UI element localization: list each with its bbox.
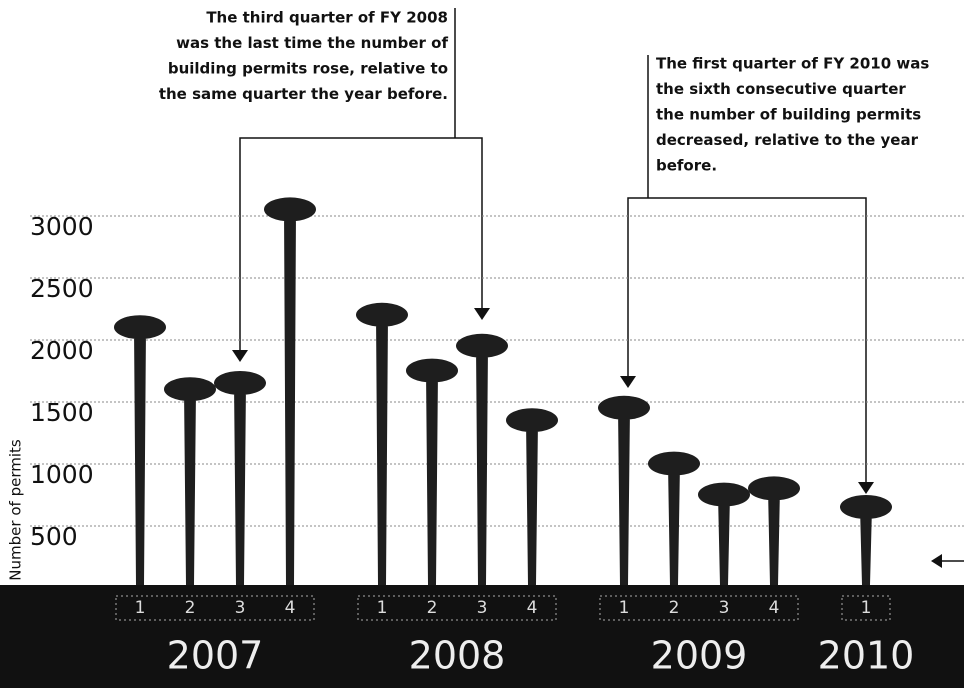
y-axis-label: Number of permits: [7, 439, 25, 581]
nail-bar: [840, 495, 892, 585]
year-label: 2009: [651, 634, 748, 678]
arrowheads: [232, 308, 942, 568]
x-tick-label: 2: [185, 598, 196, 618]
year-label: 2007: [167, 634, 264, 678]
x-tick-label: 3: [719, 598, 730, 618]
annotation: decreased, relative to the year: [656, 131, 919, 149]
x-tick-label: 3: [235, 598, 246, 618]
nail-bar: [356, 303, 408, 585]
nail-bar: [648, 452, 700, 585]
nail-bar: [114, 315, 166, 585]
chart: Number of permits 5001000150020002500300…: [0, 0, 964, 688]
x-tick-label: 1: [861, 598, 872, 618]
annotation: The first quarter of FY 2010 was: [656, 55, 929, 73]
annotation: the same quarter the year before.: [159, 85, 448, 103]
year-label: 2008: [409, 634, 506, 678]
x-tick-label: 4: [285, 598, 296, 618]
x-tick-label: 1: [135, 598, 146, 618]
x-tick-label: 4: [527, 598, 538, 618]
nail-bar: [598, 396, 650, 585]
annotation: the number of building permits: [656, 106, 921, 124]
nail-bar: [264, 197, 316, 585]
nail-bar: [506, 408, 558, 585]
annotation: was the last time the number of: [176, 34, 448, 52]
x-tick-label: 2: [427, 598, 438, 618]
x-tick-label: 3: [477, 598, 488, 618]
nail-bar: [456, 334, 508, 585]
annotation: before.: [656, 157, 717, 175]
nail-bar: [698, 483, 750, 585]
nail-bar: [748, 476, 800, 585]
x-tick-label: 4: [769, 598, 780, 618]
annotation: The third quarter of FY 2008: [206, 9, 448, 27]
nail-bar: [214, 371, 266, 585]
annotation: the sixth consecutive quarter: [656, 80, 906, 98]
x-tick-label: 1: [377, 598, 388, 618]
annotation: building permits rose, relative to: [168, 60, 448, 78]
year-label: 2010: [818, 634, 915, 678]
x-tick-label: 2: [669, 598, 680, 618]
nail-bar: [406, 359, 458, 585]
x-tick-label: 1: [619, 598, 630, 618]
nail-bar: [164, 377, 216, 585]
